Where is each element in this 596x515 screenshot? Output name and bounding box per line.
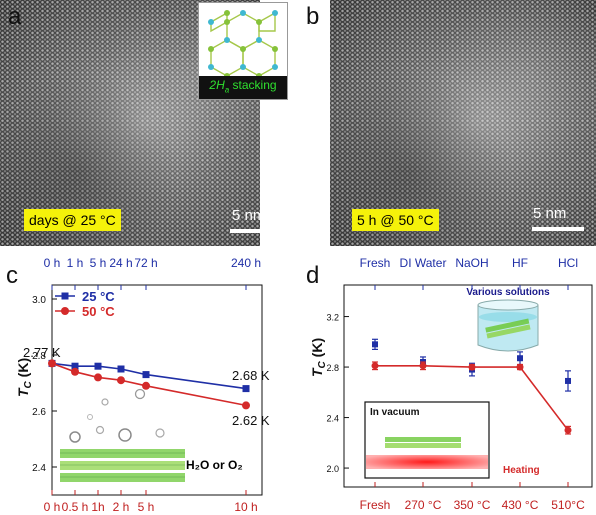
data-point-heating (419, 362, 427, 370)
data-point-50c (142, 381, 150, 390)
data-point-25c (117, 365, 125, 373)
data-point-25c (71, 362, 79, 370)
scale-bar-a (230, 229, 280, 233)
panel-letter-d: d (306, 262, 319, 289)
plot-frame (51, 284, 263, 496)
data-point-heating (564, 426, 572, 434)
bottom-tick-label: Fresh (360, 498, 391, 512)
panel-letter-c: c (6, 262, 18, 289)
panel-letter-b: b (306, 3, 320, 30)
y-axis-title: TC (K) (309, 338, 328, 377)
data-point-50c (242, 401, 250, 410)
top-tick-label: DI Water (400, 256, 447, 270)
legend-label-50c: 50 °C (82, 304, 115, 319)
h2o-o2-label: H₂O or O₂ (186, 458, 243, 472)
hexagon-structure-icon (208, 10, 278, 79)
data-point-solution (517, 355, 523, 362)
top-tick-label: 0 h (44, 256, 61, 270)
inset-2ha-stacking: 2Ha stacking (198, 2, 288, 100)
in-vacuum-label: In vacuum (370, 407, 420, 418)
annotation-2-68k: 2.68 K (232, 368, 270, 383)
various-solutions-label: Various solutions (466, 287, 550, 298)
top-tick-label: HCl (558, 256, 578, 270)
scale-bar-b (532, 227, 584, 231)
y-axis-title: TC (K) (15, 358, 34, 397)
top-tick-label: NaOH (455, 256, 488, 270)
y-tick-label: 2.6 (32, 407, 46, 418)
bubbles-illustration (69, 388, 165, 443)
condition-label-b: 5 h @ 50 °C (352, 209, 439, 231)
y-tick-label: 3.0 (32, 295, 46, 306)
heating-label: Heating (503, 465, 540, 476)
layered-crystal-illustration (60, 449, 185, 482)
bottom-tick-label: 0 h (44, 500, 61, 514)
y-tick-label: 2.4 (326, 414, 339, 424)
bottom-tick-label: 10 h (234, 500, 257, 514)
top-tick-label: 72 h (134, 256, 157, 270)
legend-marker-25c (61, 292, 69, 300)
data-point-25c (142, 371, 150, 379)
inset-label: 2Ha stacking (199, 75, 287, 99)
bottom-tick-label: 350 °C (454, 498, 491, 512)
legend: 25 °C 50 °C (55, 289, 115, 319)
bottom-tick-label: 2 h (113, 500, 130, 514)
data-point-25c (94, 362, 102, 370)
bottom-axis-labels: 0 h 0.5 h 1h 2 h 5 h 10 h (44, 500, 258, 514)
bottom-axis-labels: Fresh 270 °C 350 °C 430 °C 510°C (360, 498, 585, 512)
data-point-50c (117, 376, 125, 385)
top-axis-labels: Fresh DI Water NaOH HF HCl (360, 256, 578, 270)
y-axis-labels: 2.4 2.6 2.8 3.0 (32, 295, 46, 474)
y-axis-labels: 2.0 2.4 2.8 3.2 (326, 313, 339, 475)
y-tick-label: 2.0 (326, 464, 339, 474)
top-tick-label: 24 h (109, 256, 132, 270)
series-line-1 (51, 362, 247, 407)
data-point-50c (94, 373, 102, 382)
bottom-tick-label: 430 °C (502, 498, 539, 512)
y-tick-label: 2.8 (32, 351, 46, 362)
condition-label-a: days @ 25 °C (24, 209, 121, 231)
series-line-0 (51, 362, 247, 390)
plot-border (51, 284, 263, 496)
data-point-heating (516, 363, 524, 371)
data-point-50c (48, 359, 56, 368)
legend-marker-50c (61, 307, 69, 315)
bottom-tick-label: 0.5 h (62, 500, 89, 514)
vacuum-box: In vacuum (364, 401, 490, 479)
data-point-heating (468, 363, 476, 371)
y-tick-label: 2.8 (326, 363, 339, 373)
panel-letter-a: a (8, 3, 22, 30)
series-group (48, 359, 250, 410)
series-group (371, 338, 572, 435)
scale-label-a: 5 nm (232, 207, 266, 224)
plot-frame (343, 284, 593, 488)
bottom-tick-label: 510°C (551, 498, 585, 512)
plot-border (343, 284, 593, 488)
top-tick-label: 5 h (90, 256, 107, 270)
data-point-solution (372, 341, 378, 348)
chart-d: d Fresh DI Water NaOH HF HCl Fresh 270 °C 350 … (306, 256, 593, 512)
top-tick-label: 240 h (231, 256, 261, 270)
data-point-solution (565, 377, 571, 384)
bottom-tick-label: 270 °C (405, 498, 442, 512)
stem-image-b (330, 0, 596, 246)
data-point-25c (242, 385, 250, 393)
top-axis-labels: 0 h 1 h 5 h 24 h 72 h 240 h (44, 256, 261, 270)
top-tick-label: HF (512, 256, 528, 270)
scale-label-b: 5 nm (533, 205, 567, 222)
y-tick-label: 3.2 (326, 313, 339, 323)
bottom-tick-label: 5 h (138, 500, 155, 514)
data-point-heating (371, 362, 379, 370)
legend-label-25c: 25 °C (82, 289, 115, 304)
data-point-50c (71, 367, 79, 376)
top-tick-label: 1 h (67, 256, 84, 270)
annotation-2-62k: 2.62 K (232, 413, 270, 428)
annotation-2-77k: 2.77 K (23, 345, 61, 360)
bottom-tick-label: 1h (91, 500, 104, 514)
beaker-illustration: Various solutions (466, 287, 550, 352)
y-tick-label: 2.4 (32, 463, 46, 474)
top-tick-label: Fresh (360, 256, 391, 270)
